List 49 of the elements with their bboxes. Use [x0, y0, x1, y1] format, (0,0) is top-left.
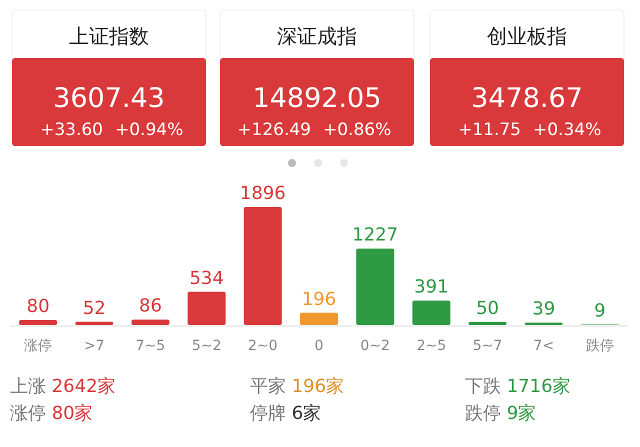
text: 平家 196家 — [250, 376, 344, 397]
x-tick-label: 2~5 — [416, 338, 446, 354]
bar — [468, 322, 507, 325]
text: 3478.67 — [471, 83, 583, 114]
data-label: 1896 — [240, 183, 286, 204]
text: +33.60 — [40, 120, 103, 140]
bar — [131, 320, 170, 325]
bar — [19, 320, 58, 325]
text: 停牌 6家 — [250, 403, 322, 424]
x-tick-label: 0~2 — [360, 338, 390, 354]
x-tick-label: 涨停 — [24, 338, 52, 354]
text: 上涨 2642家 — [10, 376, 116, 397]
text: +126.49 — [237, 120, 311, 140]
data-label: 52 — [82, 298, 106, 319]
x-tick-label: 7< — [533, 338, 554, 354]
text: +0.86% — [323, 120, 392, 140]
data-label: 1227 — [352, 224, 398, 246]
x-tick-label: 5~7 — [472, 338, 502, 354]
text: +0.34% — [533, 120, 602, 140]
text: 上证指数 — [69, 24, 149, 48]
data-label: 391 — [414, 276, 449, 298]
text: 14892.05 — [252, 83, 382, 114]
bar — [356, 248, 394, 325]
data-label: 534 — [189, 268, 224, 289]
text: +0.94% — [115, 120, 184, 140]
text: +11.75 — [458, 120, 521, 140]
text: 下跌 1716家 — [465, 376, 571, 397]
text: 3607.43 — [53, 83, 165, 114]
bar — [188, 292, 226, 325]
x-tick-label: >7 — [84, 338, 105, 354]
bar — [75, 322, 114, 325]
x-tick-label: 5~2 — [192, 338, 222, 354]
data-label: 50 — [476, 298, 499, 319]
bar — [412, 300, 450, 325]
x-tick-label: 跌停 — [586, 338, 614, 354]
text: 创业板指 — [487, 24, 567, 48]
x-tick-label: 7~5 — [136, 338, 166, 354]
x-tick-label: 0 — [314, 338, 324, 354]
text: 跌停 9家 — [465, 403, 536, 424]
data-label: 196 — [302, 288, 336, 310]
data-label: 39 — [532, 298, 556, 320]
bar — [300, 312, 338, 325]
text: 深证成指 — [277, 24, 357, 48]
bar — [244, 207, 282, 325]
data-label: 80 — [26, 296, 50, 318]
data-label: 9 — [594, 300, 606, 322]
x-tick-label: 2~0 — [248, 338, 278, 354]
text: 涨停 80家 — [10, 403, 93, 424]
data-label: 86 — [139, 296, 162, 317]
